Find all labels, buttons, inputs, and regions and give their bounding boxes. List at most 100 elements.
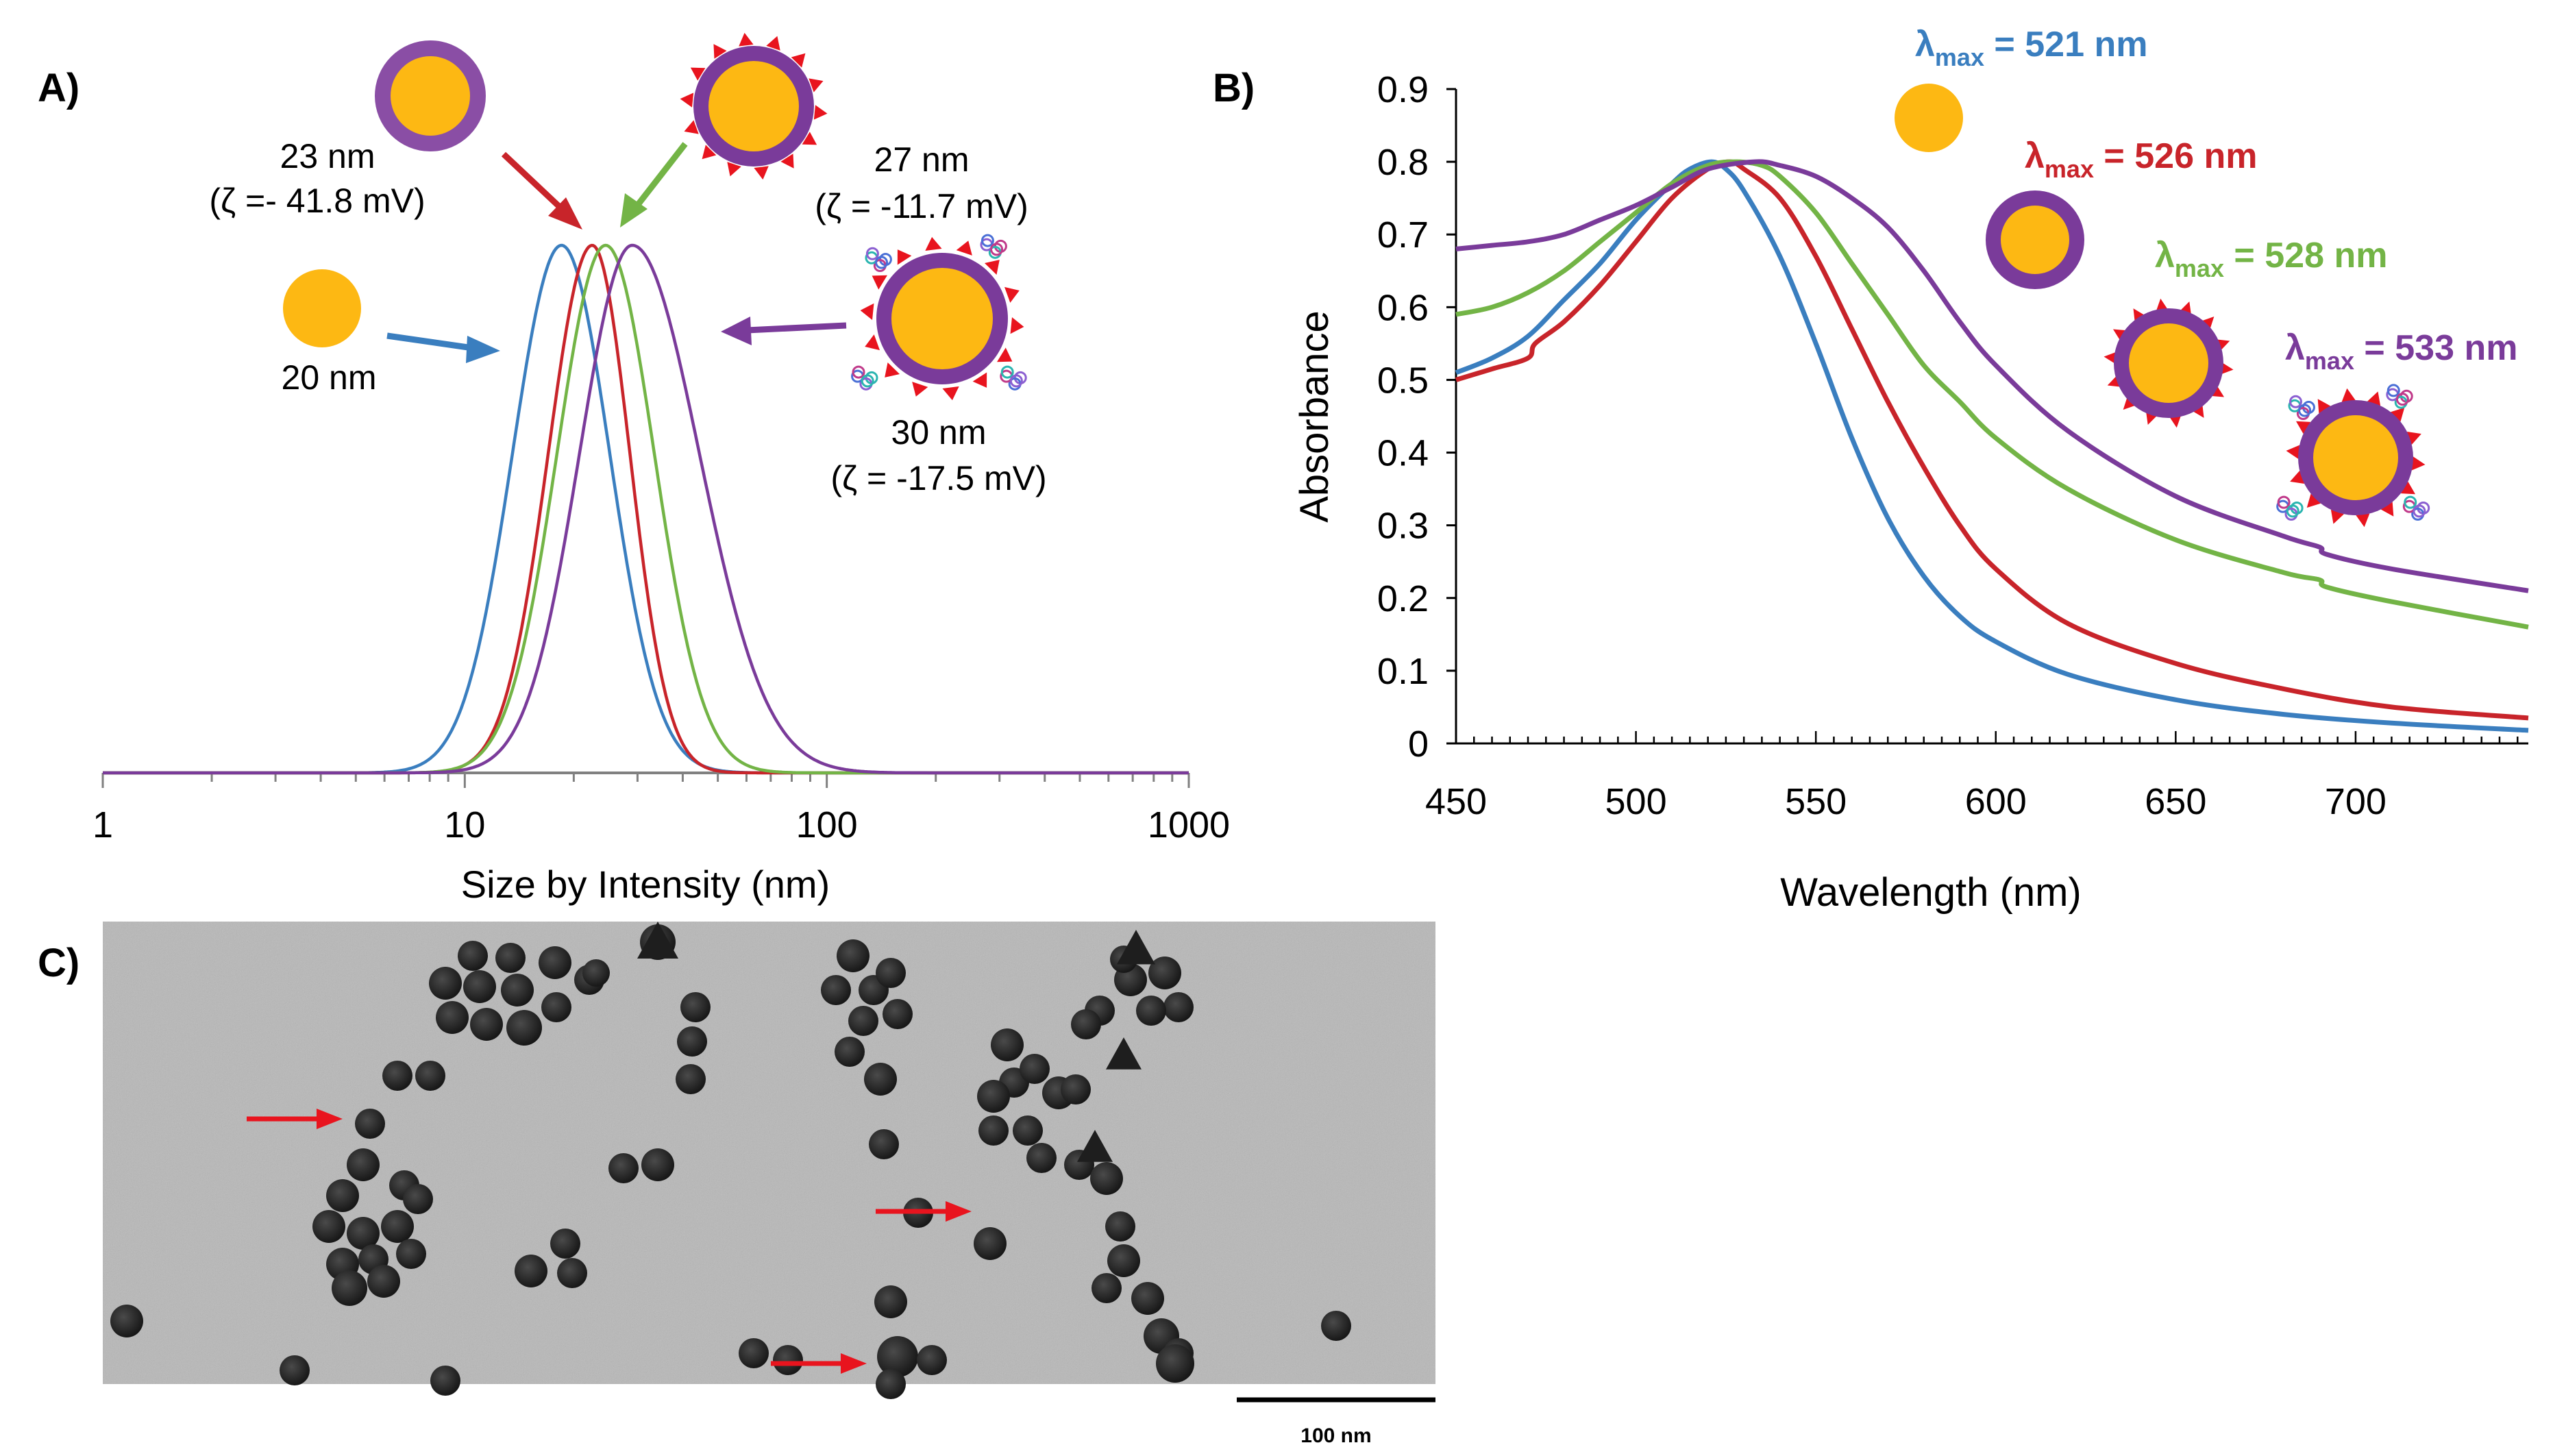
tem-particle [739,1338,769,1368]
uvvis-y-tick-label: 0.6 [1377,287,1429,328]
tem-particle [883,999,913,1029]
tem-particle [848,1006,878,1036]
lmax-protein-sub: max [2305,347,2354,375]
tem-particle [429,967,462,1000]
panel-a: A) 1 10 100 1000 Size by Intensity (nm) [38,32,1230,906]
tem-particle [312,1210,345,1243]
uvvis-series-3 [1455,159,2529,630]
coated-size-label: 23 nm [280,137,375,175]
tem-particle [557,1258,587,1288]
dls-series-3 [103,243,1189,775]
uvvis-y-tick-label: 0.8 [1377,142,1429,183]
tem-particle [367,1265,400,1298]
ligand-nanoparticle-icon [2104,298,2234,428]
ligand-nanoparticle-icon [680,32,828,180]
dls-x-ticks [101,773,1190,788]
tem-particle [381,1210,414,1243]
tem-particle [396,1239,426,1269]
uvvis-x-tick-label: 650 [2145,781,2206,822]
tem-particle [415,1061,445,1091]
tem-particle [463,970,496,1003]
uvvis-x-tick-label: 450 [1425,781,1487,822]
lmax-coated-value: = 526 nm [2094,136,2257,176]
tem-particle [1026,1143,1057,1173]
tem-particle [582,959,610,987]
lmax-coated-label: λmax = 526 nm [2025,136,2257,183]
uvvis-y-axis-label: Absorbance [1292,310,1337,523]
dls-x-tick-label: 1000 [1148,804,1230,846]
lmax-bare-sub: max [1935,43,1984,71]
uvvis-y-tick-label: 0 [1408,724,1429,765]
dls-x-tick-label: 100 [796,804,858,846]
tem-particle [974,1227,1007,1260]
tem-particle [1163,992,1194,1022]
dls-x-tick-label: 10 [444,804,485,846]
tem-particle [506,1010,542,1046]
tem-particles [110,922,1351,1399]
ligand-zeta-label: (ζ = -11.7 mV) [815,187,1028,225]
tem-particle [874,1285,907,1318]
lmax-bare-symbol: λ [1915,25,1935,64]
tem-particle [1156,1344,1194,1383]
tem-particle [1061,1074,1091,1105]
uvvis-y-tick-label: 0.5 [1377,360,1429,401]
tem-particle [1013,1115,1043,1146]
tem-particle [1071,1009,1101,1039]
tem-particle [680,992,711,1022]
tem-particle [347,1217,380,1250]
tem-scale-label: 100 nm [1300,1424,1371,1447]
lmax-protein-symbol: λ [2285,328,2305,368]
tem-particle [1131,1282,1164,1315]
tem-particle [458,941,488,971]
dls-series-4 [103,243,1189,775]
lmax-protein-label: λmax = 533 nm [2285,328,2517,375]
tem-particle [991,1028,1024,1061]
bare-size-label: 20 nm [282,358,377,397]
panel-c: C) 100 nm [38,922,1435,1447]
uvvis-x-ticks [1455,731,2519,743]
tem-particle [436,1001,469,1034]
tem-particle [977,1080,1010,1113]
tem-particle [1136,996,1166,1026]
coated-nanoparticle-icon [375,40,486,151]
dls-series-1 [103,243,1189,775]
protein-nanoparticle-icon [2276,384,2430,528]
uvvis-y-tick-label: 0.9 [1377,69,1429,110]
dls-x-axis-label: Size by Intensity (nm) [461,863,830,906]
tem-particle [876,958,906,988]
tem-particle [637,922,678,959]
uvvis-chart: 0 0.1 0.2 0.3 0.4 0.5 0.6 0.7 0.8 0.9 450 500 550 60… [1292,69,2529,915]
panel-b-label: B) [1213,66,1255,110]
arrow-protein [721,317,847,345]
uvvis-series-4 [1455,159,2529,593]
uvvis-y-tick-label: 0.7 [1377,214,1429,256]
tem-scale-bar: 100 nm [1237,1397,1435,1447]
protein-size-label: 30 nm [891,413,987,452]
tem-particle [821,975,851,1005]
tem-particle [677,1026,707,1057]
uvvis-x-tick-label: 600 [1965,781,2027,822]
tem-particle [1117,930,1155,965]
lmax-coated-symbol: λ [2025,136,2045,176]
uvvis-x-axis-label: Wavelength (nm) [1780,870,2081,915]
tem-particle [382,1061,412,1091]
tem-particle [495,943,526,973]
uvvis-x-tick-label: 500 [1605,781,1667,822]
tem-particle [869,1129,899,1159]
panel-b: B) 0 0.1 0.2 0.3 0.4 0.5 0.6 0.7 0.8 0.9 450 500 55… [1213,25,2529,915]
tem-particle [978,1115,1009,1146]
uvvis-series-2 [1455,159,2529,721]
tem-particle [1321,1311,1351,1341]
ligand-size-label: 27 nm [874,140,970,179]
tem-particle [837,939,870,972]
lmax-ligand-value: = 528 nm [2224,236,2387,275]
tem-image [103,922,1435,1399]
lmax-bare-label: λmax = 521 nm [1915,25,2147,71]
lmax-ligand-label: λmax = 528 nm [2155,236,2387,282]
dls-series-2 [103,243,1189,775]
tem-particle [280,1355,310,1385]
uvvis-y-ticks [1446,88,1456,745]
uvvis-y-tick-label: 0.1 [1377,651,1429,692]
tem-particle [1148,957,1181,989]
